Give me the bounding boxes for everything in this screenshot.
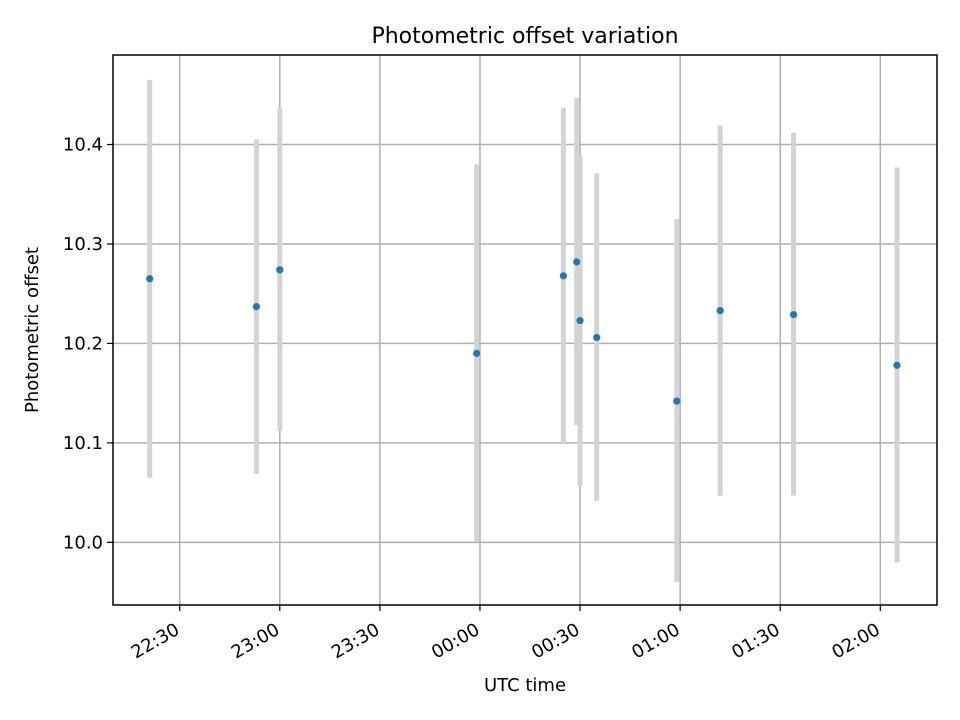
- data-point: [473, 349, 481, 357]
- plot-frame: [112, 54, 938, 606]
- data-point: [673, 397, 681, 405]
- data-point: [573, 258, 581, 266]
- x-axis-label: UTC time: [484, 675, 566, 696]
- y-axis-label: Photometric offset: [22, 247, 43, 413]
- y-tick-label: 10.1: [63, 433, 103, 454]
- data-point: [593, 333, 601, 342]
- y-tick-label: 10.4: [63, 135, 103, 156]
- y-tick-label: 10.2: [63, 333, 103, 354]
- chart-title: Photometric offset variation: [371, 24, 678, 49]
- data-point: [252, 303, 261, 311]
- data-point: [893, 361, 901, 369]
- y-tick-label: 10.3: [63, 234, 103, 255]
- data-point: [559, 272, 567, 280]
- y-tick-label: 10.0: [63, 532, 103, 553]
- data-point: [576, 316, 584, 325]
- point-layer: [146, 258, 901, 405]
- data-point: [716, 307, 724, 315]
- data-point: [146, 275, 154, 283]
- data-point: [276, 266, 284, 274]
- data-point: [789, 310, 798, 319]
